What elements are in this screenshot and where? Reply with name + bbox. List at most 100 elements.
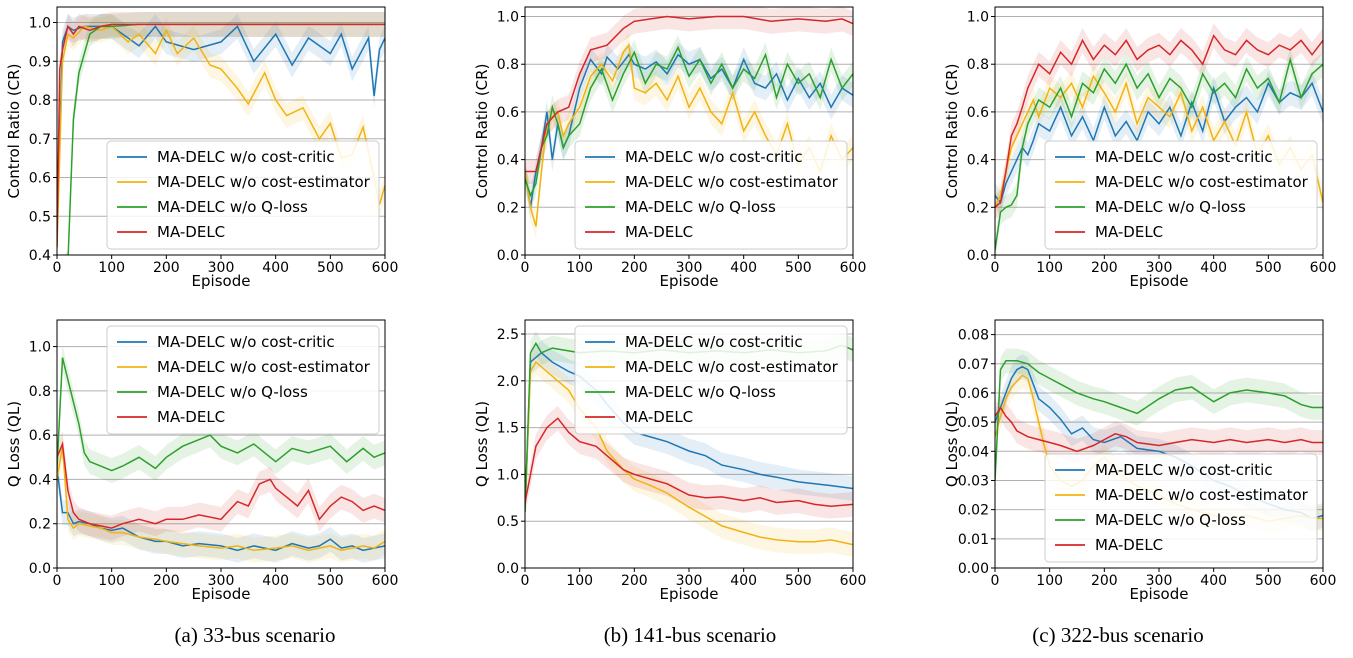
legend-label: MA-DELC — [157, 223, 225, 241]
legend-box — [106, 140, 380, 250]
x-tick-label: 200 — [1091, 573, 1118, 589]
plot-area — [995, 23, 1323, 255]
plot-area — [57, 12, 385, 255]
chart-panel-2: 0 100 200 300 400 500 600 0.0 0.2 0.4 0.6 0.8 1.0 Epi… — [473, 6, 866, 290]
y-tick-label: 0.7 — [29, 132, 51, 148]
caption-b: (b) 141-bus scenario — [603, 623, 777, 647]
series-line — [57, 446, 385, 552]
y-axis-label: Control Ratio (CR) — [5, 64, 23, 199]
series-band — [995, 348, 1323, 493]
y-tick-label: 0.6 — [29, 428, 51, 444]
x-tick-label: 600 — [1310, 260, 1337, 276]
legend-label: MA-DELC w/o cost-critic — [625, 333, 803, 351]
x-tick-label: 100 — [566, 260, 593, 276]
legend-label: MA-DELC — [625, 223, 693, 241]
series-line — [525, 53, 853, 208]
y-tick-label: 0.4 — [967, 153, 989, 169]
legend-label: MA-DELC w/o cost-critic — [1095, 461, 1273, 479]
y-axis-label: Q Loss (QL) — [943, 401, 961, 487]
x-axis-label: Episode — [660, 585, 719, 603]
x-tick-label: 500 — [1255, 573, 1282, 589]
y-tick-label: 0.8 — [967, 57, 989, 73]
x-tick-label: 300 — [676, 573, 703, 589]
legend-label: MA-DELC w/o Q-loss — [625, 383, 776, 401]
x-tick-label: 400 — [730, 260, 757, 276]
legend-label: MA-DELC w/o Q-loss — [625, 198, 776, 216]
y-tick-label: 0.08 — [958, 328, 989, 344]
series-line — [57, 441, 385, 529]
plot-area — [57, 345, 385, 563]
series-band — [995, 395, 1323, 464]
x-tick-label: 200 — [153, 260, 180, 276]
chart-panel-6: 0 100 200 300 400 500 600 0.00 0.01 0.02 0.03 0.04 0… — [943, 319, 1337, 603]
legend-label: MA-DELC w/o Q-loss — [1095, 511, 1246, 529]
x-tick-label: 300 — [1146, 573, 1173, 589]
series-band — [525, 405, 853, 519]
y-tick-label: 0.4 — [29, 472, 51, 488]
x-tick-label: 300 — [676, 260, 703, 276]
series-band — [525, 349, 853, 558]
series-line — [57, 23, 385, 248]
y-tick-label: 0.02 — [958, 503, 989, 519]
x-tick-label: 0 — [53, 573, 62, 589]
caption-c: (c) 322-bus scenario — [1032, 623, 1204, 647]
series-band — [57, 433, 385, 563]
series-line — [995, 34, 1323, 208]
series-line — [525, 351, 853, 512]
x-tick-label: 500 — [317, 573, 344, 589]
series-band — [57, 431, 385, 541]
y-tick-label: 1.0 — [497, 467, 519, 483]
series-band — [995, 23, 1323, 220]
y-axis-label: Q Loss (QL) — [5, 401, 23, 487]
y-tick-label: 0.6 — [967, 105, 989, 121]
legend-label: MA-DELC w/o Q-loss — [1095, 198, 1246, 216]
y-tick-label: 0.5 — [497, 514, 519, 530]
series-band — [525, 42, 853, 220]
series-band — [57, 13, 385, 249]
x-axis-label: Episode — [1130, 272, 1189, 290]
y-tick-label: 0.04 — [958, 444, 989, 460]
legend-box — [574, 325, 848, 435]
legend-label: MA-DELC w/o cost-critic — [157, 148, 335, 166]
legend: MA-DELC w/o cost-critic MA-DELC w/o cost-… — [574, 325, 848, 435]
y-tick-label: 0.01 — [958, 532, 989, 548]
x-tick-label: 400 — [262, 260, 289, 276]
series-band — [63, 12, 385, 255]
series-line — [995, 406, 1323, 453]
y-tick-label: 0.6 — [29, 171, 51, 187]
legend-label: MA-DELC w/o Q-loss — [157, 198, 308, 216]
legend-box — [106, 325, 380, 435]
caption-a: (a) 33-bus scenario — [174, 623, 336, 647]
y-tick-label: 0.8 — [29, 384, 51, 400]
y-axis-label: Q Loss (QL) — [473, 401, 491, 487]
legend-label: MA-DELC w/o cost-estimator — [1095, 486, 1309, 504]
series-line — [525, 360, 853, 546]
series-band — [525, 7, 853, 184]
x-tick-label: 400 — [262, 573, 289, 589]
chart-panel-4: 0 100 200 300 400 500 600 0.0 0.2 0.4 0.6 0.8 1.0 Epi… — [5, 319, 398, 603]
legend: MA-DELC w/o cost-critic MA-DELC w/o cost-… — [1044, 453, 1318, 563]
y-tick-label: 0.2 — [497, 200, 519, 216]
x-tick-label: 0 — [521, 260, 530, 276]
y-axis-label: Control Ratio (CR) — [473, 64, 491, 199]
y-tick-label: 0.03 — [958, 473, 989, 489]
y-tick-label: 0.4 — [497, 153, 519, 169]
legend-label: MA-DELC — [625, 408, 693, 426]
x-tick-label: 0 — [521, 573, 530, 589]
x-axis-label: Episode — [192, 272, 251, 290]
legend: MA-DELC w/o cost-critic MA-DELC w/o cost-… — [1044, 140, 1318, 250]
series-band — [995, 63, 1323, 220]
legend-label: MA-DELC w/o cost-critic — [1095, 148, 1273, 166]
x-tick-label: 300 — [208, 573, 235, 589]
legend-label: MA-DELC — [1095, 536, 1163, 554]
x-tick-label: 100 — [1036, 573, 1063, 589]
y-tick-label: 1.0 — [29, 340, 51, 356]
y-tick-label: 0.0 — [967, 248, 989, 264]
y-tick-label: 0.2 — [29, 517, 51, 533]
x-tick-label: 600 — [1310, 573, 1337, 589]
x-tick-label: 100 — [98, 573, 125, 589]
legend-label: MA-DELC w/o cost-estimator — [1095, 173, 1309, 191]
x-tick-label: 300 — [1146, 260, 1173, 276]
y-tick-label: 0.2 — [967, 200, 989, 216]
